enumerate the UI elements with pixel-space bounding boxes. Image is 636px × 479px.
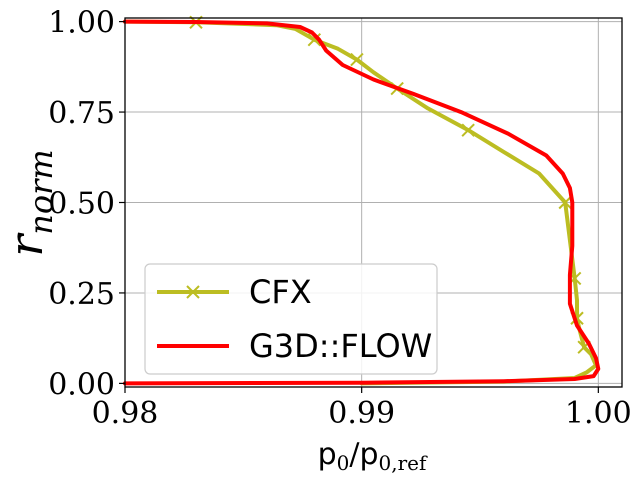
y-tick-label: 0.00 [48, 367, 115, 402]
y-tick-label: 0.75 [48, 96, 115, 131]
x-tick-label: 0.99 [328, 396, 395, 431]
y-tick-label: 1.00 [48, 6, 115, 41]
data-point-cfx [558, 195, 572, 210]
x-axis-label: p0/p0,ref [318, 437, 428, 475]
y-tick-label: 0.25 [48, 277, 115, 312]
data-point-cfx [307, 32, 322, 47]
legend-label-cfx: CFX [249, 273, 312, 311]
y-axis-label-sub: norm [22, 149, 60, 235]
axis-ticks: 0.98 0.99 1.00 0.00 0.25 0.50 0.75 1.00 [48, 6, 632, 431]
x-axis-label-sep: / [349, 437, 360, 472]
y-tick-label: 0.50 [48, 187, 115, 222]
x-axis-label-sub: 0 [337, 451, 350, 475]
x-axis-label-base2: p [359, 437, 378, 472]
legend-label-g3d-flow: G3D::FLOW [249, 327, 432, 365]
x-axis-label-sub2: 0,ref [379, 451, 428, 475]
y-axis-label-base: r [0, 232, 53, 257]
x-tick-label: 0.98 [92, 396, 159, 431]
data-point-cfx [350, 52, 364, 67]
series-line-g3d-flow [123, 19, 601, 386]
x-axis-label-base: p [318, 437, 337, 472]
series-lines [123, 15, 601, 386]
x-tick-label: 1.00 [565, 396, 632, 431]
data-point-cfx [461, 123, 475, 137]
legend-marker-cfx [186, 285, 200, 299]
y-axis-label: rnorm [0, 149, 60, 257]
